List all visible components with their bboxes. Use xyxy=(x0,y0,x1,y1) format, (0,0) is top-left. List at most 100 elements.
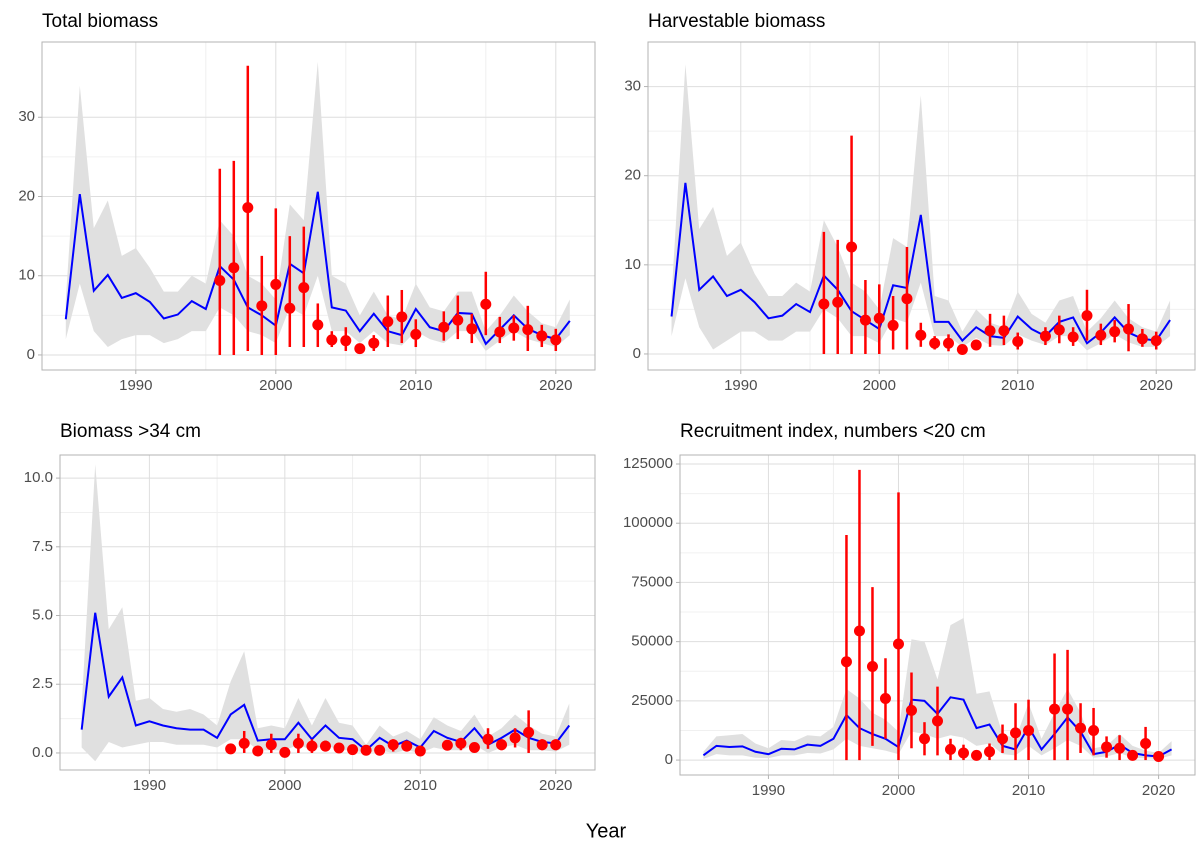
observation-point xyxy=(382,316,394,328)
observation-point xyxy=(945,743,957,755)
observation-point xyxy=(970,339,982,351)
y-tick-label: 50000 xyxy=(631,633,673,650)
observation-point xyxy=(438,321,450,333)
y-tick-label: 2.5 xyxy=(32,675,53,692)
x-tick-label: 2000 xyxy=(268,777,301,794)
x-tick-label: 2010 xyxy=(1012,782,1045,799)
x-tick-label: 2020 xyxy=(1142,782,1175,799)
observation-point xyxy=(840,656,852,668)
y-tick-label: 0 xyxy=(633,345,641,362)
x-tick-label: 1990 xyxy=(724,377,757,394)
observation-point xyxy=(1088,724,1100,736)
observation-point xyxy=(496,739,508,751)
observation-point xyxy=(238,737,250,749)
observation-point xyxy=(319,740,331,752)
observation-point xyxy=(1023,724,1035,736)
observation-point xyxy=(1123,323,1135,335)
x-tick-label: 1990 xyxy=(752,782,785,799)
observation-point xyxy=(468,741,480,753)
observation-point xyxy=(905,704,917,716)
observation-point xyxy=(326,334,338,346)
observation-point xyxy=(401,740,413,752)
y-tick-label: 10.0 xyxy=(24,469,53,486)
x-tick-label: 2020 xyxy=(539,377,572,394)
x-tick-label: 1990 xyxy=(133,777,166,794)
observation-point xyxy=(256,300,268,312)
uncertainty-band xyxy=(671,64,1171,351)
observation-point xyxy=(265,739,277,751)
observation-point xyxy=(550,739,562,751)
y-tick-label: 75000 xyxy=(631,573,673,590)
observation-point xyxy=(374,744,386,756)
x-axis-label: Year xyxy=(586,820,627,841)
observation-point xyxy=(347,744,359,756)
observation-point xyxy=(441,739,453,751)
observation-point xyxy=(410,328,422,340)
observation-point xyxy=(242,202,254,214)
y-tick-label: 7.5 xyxy=(32,538,53,555)
observation-point xyxy=(846,241,858,253)
observation-point xyxy=(466,323,478,335)
observation-point xyxy=(228,262,240,274)
observation-point xyxy=(1012,335,1024,347)
observation-point xyxy=(1010,727,1022,739)
observation-point xyxy=(452,314,464,326)
observation-point xyxy=(1140,737,1152,749)
panel-border xyxy=(647,41,1196,371)
observation-point xyxy=(918,733,930,745)
observation-point xyxy=(306,740,318,752)
observation-point xyxy=(866,661,878,673)
observation-point xyxy=(873,312,885,324)
panel-border xyxy=(41,41,596,371)
x-tick-label: 2010 xyxy=(399,377,432,394)
observation-point xyxy=(818,298,830,310)
y-tick-label: 20 xyxy=(18,187,35,204)
observation-point xyxy=(998,325,1010,337)
y-tick-label: 0 xyxy=(27,346,35,363)
y-tick-label: 0 xyxy=(665,751,673,768)
observation-point xyxy=(1062,703,1074,715)
observation-point xyxy=(270,278,282,290)
x-tick-label: 2020 xyxy=(1140,377,1173,394)
y-tick-label: 125000 xyxy=(623,455,673,472)
observation-point xyxy=(523,726,535,738)
observation-point xyxy=(340,335,352,347)
observation-point xyxy=(508,322,520,334)
uncertainty-band xyxy=(65,61,570,351)
y-tick-label: 10 xyxy=(18,267,35,284)
model-line xyxy=(670,182,1171,345)
observation-point xyxy=(396,311,408,323)
observation-point xyxy=(522,324,534,336)
observation-point xyxy=(1081,310,1093,322)
observation-point xyxy=(509,732,521,744)
observation-point xyxy=(1127,749,1139,761)
x-tick-label: 2000 xyxy=(882,782,915,799)
y-tick-label: 0.0 xyxy=(32,744,53,761)
observation-point xyxy=(414,745,426,757)
observation-point xyxy=(1150,335,1162,347)
uncertainty-band xyxy=(81,464,570,762)
observation-point xyxy=(1095,329,1107,341)
observation-point xyxy=(1039,330,1051,342)
observation-point xyxy=(387,739,399,751)
observation-point xyxy=(901,293,913,305)
observation-point xyxy=(480,298,492,310)
x-tick-label: 2000 xyxy=(863,377,896,394)
observation-point xyxy=(1075,722,1087,734)
observation-point xyxy=(1053,324,1065,336)
y-tick-label: 20 xyxy=(624,167,641,184)
panel-title: Biomass >34 cm xyxy=(60,421,201,442)
observation-point xyxy=(879,692,891,704)
observation-point xyxy=(859,314,871,326)
observation-point xyxy=(958,747,970,759)
model-line xyxy=(64,191,571,346)
panel-title: Recruitment index, numbers <20 cm xyxy=(680,421,986,442)
observation-point xyxy=(984,325,996,337)
x-tick-label: 1990 xyxy=(119,377,152,394)
observation-point xyxy=(536,330,548,342)
observation-point xyxy=(892,638,904,650)
observation-point xyxy=(536,739,548,751)
observation-point xyxy=(284,302,296,314)
y-tick-label: 5.0 xyxy=(32,606,53,623)
observation-point xyxy=(1101,741,1113,753)
